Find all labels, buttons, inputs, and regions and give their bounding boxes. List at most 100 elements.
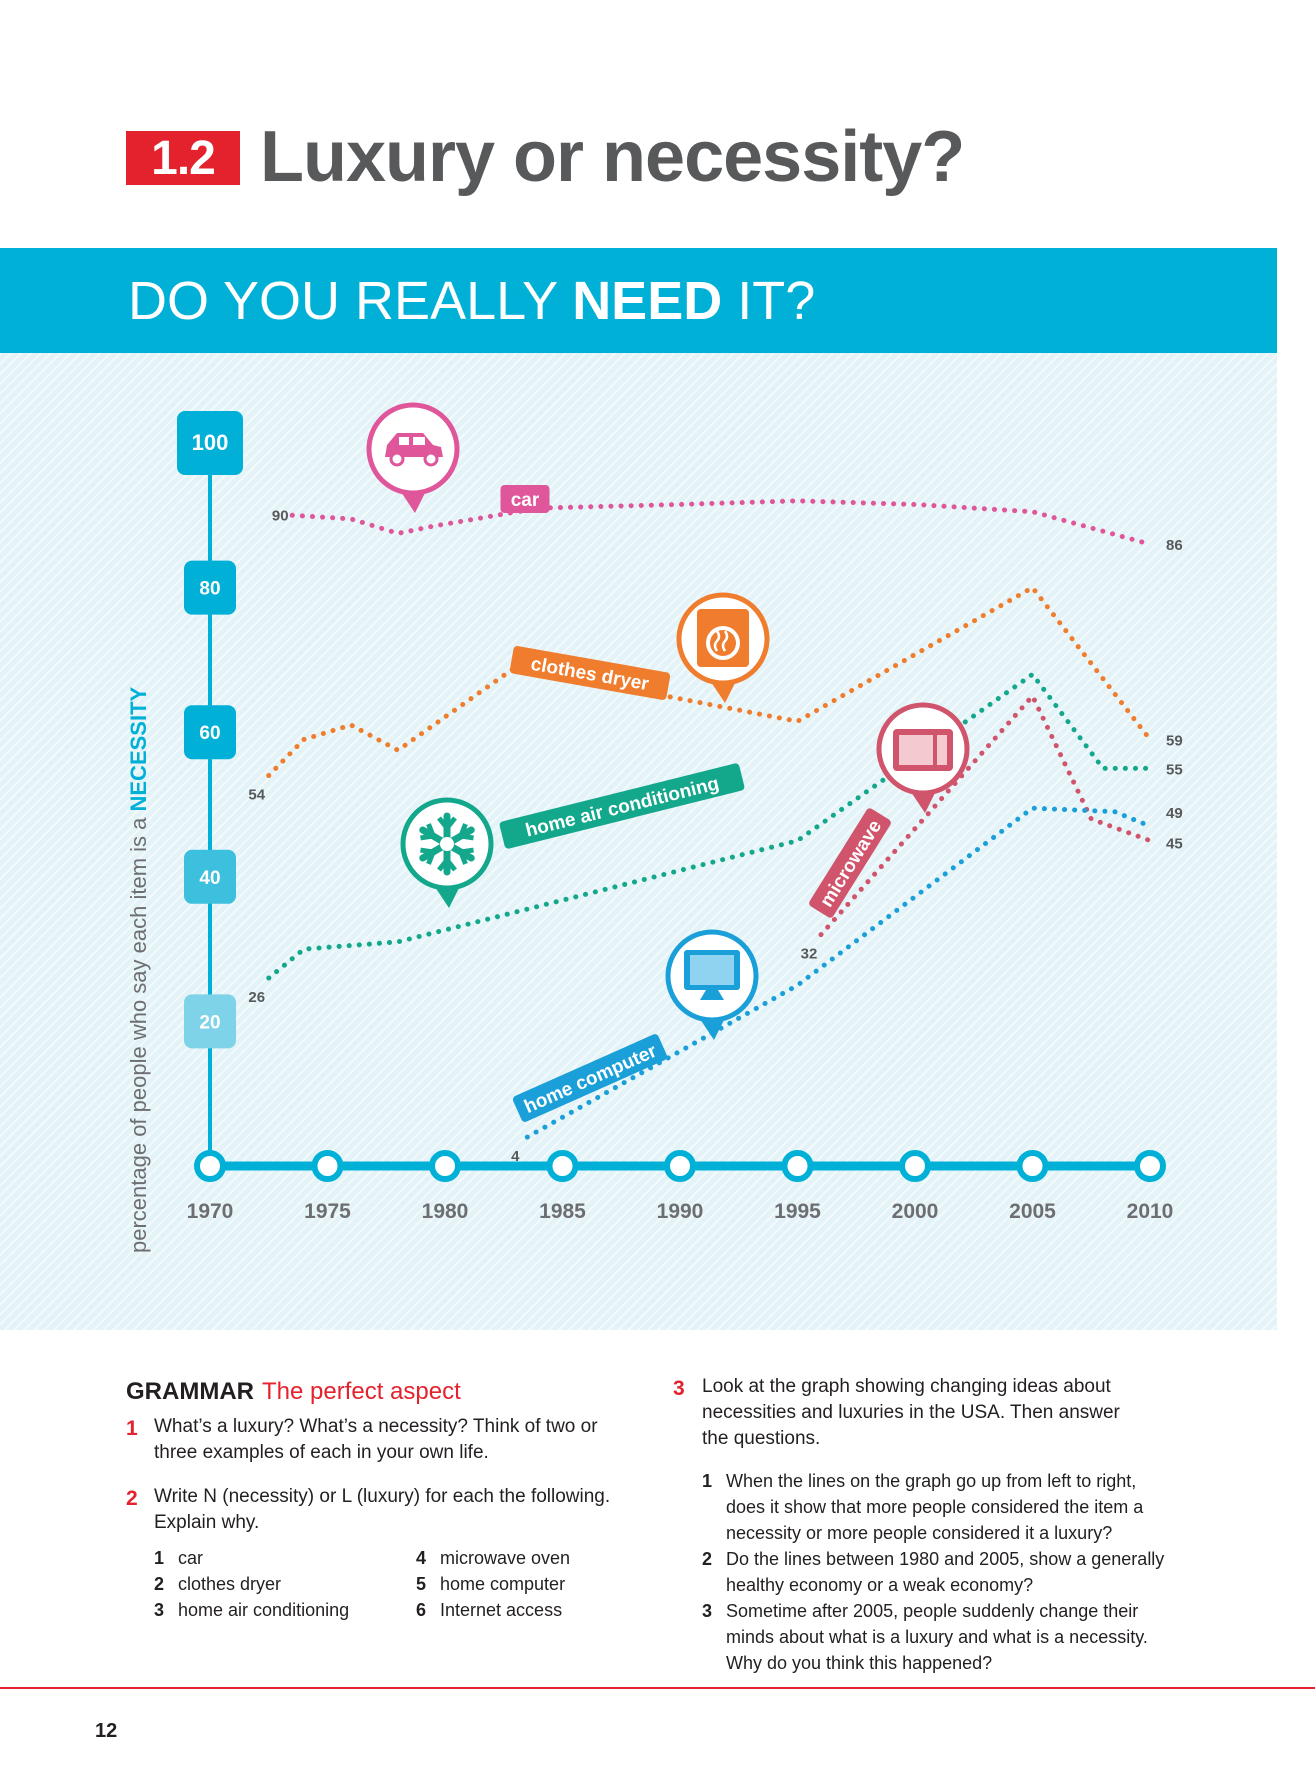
x-tick-label: 2000 [892,1200,939,1223]
y-tick-box [184,560,236,615]
x-tick-node [664,1150,696,1182]
grammar-heading: GRAMMAR The perfect aspect [126,1378,461,1406]
series-tag-box [499,763,745,849]
list-item: home computer [440,1574,566,1594]
x-tick-node [1016,1150,1049,1182]
series-tag-label: home air conditioning [524,773,722,841]
computer-monitor-icon-marker [665,929,759,1040]
unit-number-badge: 1.2 [126,131,240,185]
snowflake-branch [420,823,474,865]
x-tick-label: 1980 [422,1200,469,1223]
series-line-clothes_dryer [266,585,1153,779]
snowflake-branch [420,823,474,865]
banner-bold: NEED [572,271,723,331]
series-tag-clothes_dryer: clothes dryer [509,646,671,700]
series-tag-microwave: microwave [809,808,891,918]
computer-monitor-icon [684,950,740,1000]
series-end-label: 55 [1166,761,1183,778]
x-tick-label: 1975 [304,1200,351,1223]
series-end-label: 86 [1166,537,1183,554]
y-axis-label-bold: NECESSITY [126,686,151,811]
x-tick-node [781,1150,814,1182]
banner-post: IT? [722,271,816,331]
y-tick-label: 40 [199,868,220,889]
x-tick-label: 2005 [1009,1200,1056,1223]
microwave-icon [893,729,953,771]
page-title: Luxury or necessity? [260,117,965,197]
series-end-label: 45 [1166,836,1183,853]
pin-pointer [399,489,427,513]
pin-pointer [698,1016,726,1040]
series-line-microwave [818,693,1153,938]
question-2-text: Write N (necessity) or L (luxury) for ea… [154,1486,611,1533]
series-start-label: 26 [248,989,265,1006]
x-tick-label: 1995 [774,1200,821,1223]
series-tag-home_computer: home computer [512,1034,668,1122]
series-tag-label: home computer [521,1041,660,1118]
list-item-number: 2 [702,1549,713,1569]
series-start-label: 4 [511,1148,520,1165]
list-item-number: 3 [702,1601,713,1621]
y-tick-label: 20 [199,1012,220,1033]
question-1-number: 1 [126,1417,138,1440]
question-3-subitem: Do the lines between 1980 and 2005, show… [726,1549,1165,1595]
question-2-number: 2 [126,1487,138,1510]
chart-banner: DO YOU REALLY NEED IT? [0,248,1277,353]
snowflake-icon [419,812,475,876]
series-tag-label: microwave [816,817,886,911]
monitor-screen [690,955,734,985]
x-tick-label: 1970 [187,1200,234,1223]
question-3-text: Look at the graph showing changing ideas… [702,1376,1120,1449]
banner-heading: DO YOU REALLY NEED IT? [128,270,815,332]
y-tick-label: 80 [199,579,220,600]
list-item-number: 1 [154,1548,165,1568]
microwave-panel [937,735,947,765]
y-tick-box [184,705,236,760]
list-item: car [178,1548,204,1568]
grammar-label: GRAMMAR [126,1378,254,1405]
series-tag-box [809,808,891,918]
car-wheel [389,451,405,467]
y-tick-box [184,849,236,904]
list-item: clothes dryer [178,1574,282,1594]
microwave-window [899,735,933,765]
line-chart: 100 80 60 40 20 percentage of people who say … [126,402,1183,1253]
series-tag-car: car [500,485,550,513]
series-tag-box [509,646,671,700]
monitor-stand [700,990,724,1000]
grammar-topic: The perfect aspect [261,1378,461,1405]
y-tick-badge: 100 [177,411,243,475]
list-item-number: 1 [702,1471,713,1491]
list-item: home air conditioning [178,1600,350,1620]
list-item-number: 2 [154,1574,165,1594]
pin-pointer [433,884,461,908]
series-start-label: 54 [248,787,265,804]
series-end-label: 49 [1166,805,1183,822]
series-line-home_air_conditioning [266,671,1153,981]
list-item: microwave oven [440,1548,571,1568]
chart-panel: 100 80 60 40 20 percentage of people who say … [0,353,1277,1330]
series-tag-box [512,1034,668,1122]
question-3-number: 3 [673,1377,685,1400]
question-3-subitem: Sometime after 2005, people suddenly cha… [726,1601,1148,1673]
x-tick-node [1134,1150,1166,1182]
y-tick-label: 100 [192,430,229,455]
clothes-dryer-icon-marker [676,592,770,703]
list-item: Internet access [440,1600,563,1620]
x-tick-node [311,1150,344,1182]
series-tag-box [500,485,550,513]
snowflake-center [440,837,454,851]
x-tick-label: 2010 [1127,1200,1174,1223]
y-tick-label: 60 [199,723,220,744]
clothes-dryer-icon [697,609,749,667]
x-tick-node [899,1150,931,1182]
car-icon [385,433,443,467]
car-wheel [423,451,439,467]
y-tick-box [184,994,236,1049]
question-1-text: What’s a luxury? What’s a necessity? Thi… [154,1416,598,1463]
x-tick-node [546,1150,579,1182]
banner-pre: DO YOU REALLY [128,271,573,331]
list-item-number: 5 [416,1574,427,1594]
series-tag-home_air_conditioning: home air conditioning [499,763,745,849]
page-number: 12 [95,1720,118,1742]
